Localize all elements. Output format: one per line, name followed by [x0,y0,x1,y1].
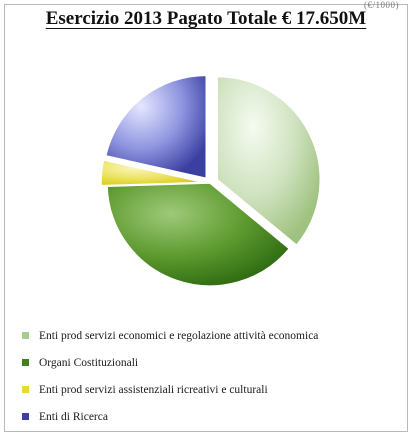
pie-slice-3 [104,74,207,180]
legend-label-2: Enti prod servizi assistenziali ricreati… [39,383,268,396]
pie-slices [100,74,321,287]
legend-item-3: Enti di Ricerca [22,403,410,430]
legend-marker-1 [22,359,29,366]
legend-label-0: Enti prod servizi economici e regolazion… [39,329,319,342]
legend-item-1: Organi Costituzionali [22,349,410,376]
legend-label-1: Organi Costituzionali [39,356,139,369]
corner-fragment: (€/1000) [364,0,399,10]
pie-slice-2 [100,159,205,187]
legend-label-3: Enti di Ricerca [39,410,108,423]
legend-marker-2 [22,386,29,393]
legend-item-0: Enti prod servizi economici e regolazion… [22,322,410,349]
pie-slice-1 [106,182,291,287]
chart-title: Esercizio 2013 Pagato Totale € 17.650M [45,8,367,29]
legend-marker-0 [22,332,29,339]
legend-item-2: Enti prod servizi assistenziali ricreati… [22,376,410,403]
legend: Enti prod servizi economici e regolazion… [22,322,410,430]
legend-marker-3 [22,413,29,420]
pie-slice-0 [216,75,321,247]
pie-chart [100,74,321,287]
